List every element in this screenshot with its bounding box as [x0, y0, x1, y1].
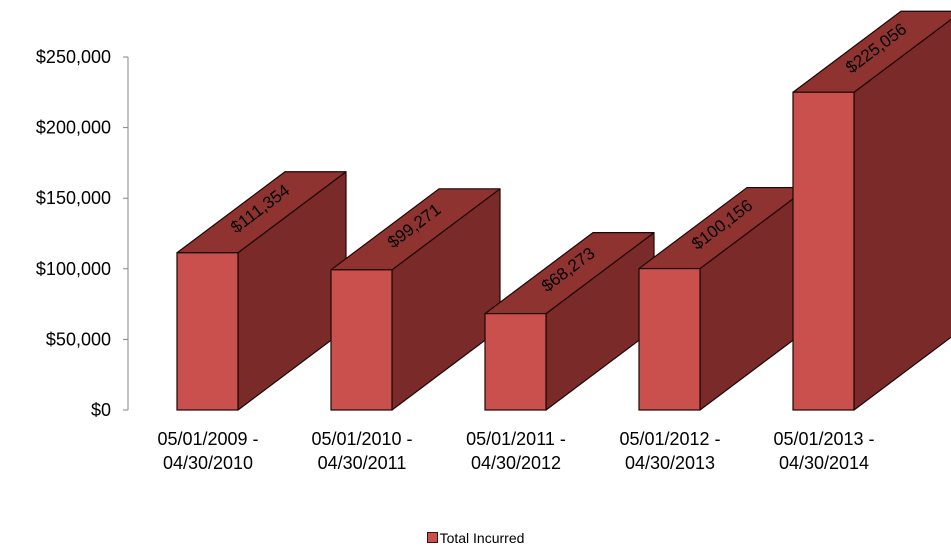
bar [176, 171, 347, 411]
bar-front-face [176, 252, 239, 411]
x-category-label: 05/01/2010 - 04/30/2011 [311, 429, 412, 473]
x-tick-label-line: 05/01/2011 - [466, 429, 566, 449]
y-tick-label: $0 [91, 400, 111, 420]
legend: Total Incurred [0, 530, 951, 546]
x-tick-label-line: 05/01/2012 - [619, 429, 720, 449]
legend-swatch [426, 532, 438, 543]
bar-front-face [484, 312, 547, 411]
y-tick-label: $250,000 [36, 47, 111, 67]
bar [484, 231, 655, 411]
bar-front-face [330, 269, 393, 411]
bar-series-total-incurred [176, 10, 951, 411]
x-tick-label-line: 04/30/2014 [779, 453, 869, 473]
y-axis: $0 $50,000 $100,000 $150,000 $200,000 $250,00… [36, 47, 129, 420]
bar-front-face [792, 91, 855, 411]
x-tick-label-line: 05/01/2013 - [773, 429, 874, 449]
y-tick-label: $100,000 [36, 259, 111, 279]
x-tick-label-line: 05/01/2009 - [157, 429, 258, 449]
bar [638, 186, 809, 411]
bar [792, 10, 951, 411]
x-tick-label-line: 04/30/2010 [163, 453, 253, 473]
legend-label: Total Incurred [439, 530, 525, 546]
y-tick-label: $200,000 [36, 118, 111, 138]
x-category-label: 05/01/2011 - 04/30/2012 [466, 429, 566, 473]
x-category-label: 05/01/2009 - 04/30/2010 [157, 429, 258, 473]
x-category-label: 05/01/2012 - 04/30/2013 [619, 429, 720, 473]
x-tick-label-line: 04/30/2012 [471, 453, 561, 473]
x-axis-categories: 05/01/2009 - 04/30/2010 05/01/2010 - 04/30/… [157, 429, 874, 473]
y-tick-label: $150,000 [36, 188, 111, 208]
x-category-label: 05/01/2013 - 04/30/2014 [773, 429, 874, 473]
x-tick-label-line: 04/30/2011 [318, 453, 407, 473]
x-tick-label-line: 05/01/2010 - [311, 429, 412, 449]
bar-front-face [638, 267, 701, 411]
x-tick-label-line: 04/30/2013 [625, 453, 715, 473]
y-tick-label: $50,000 [46, 329, 111, 349]
bar [330, 188, 501, 411]
